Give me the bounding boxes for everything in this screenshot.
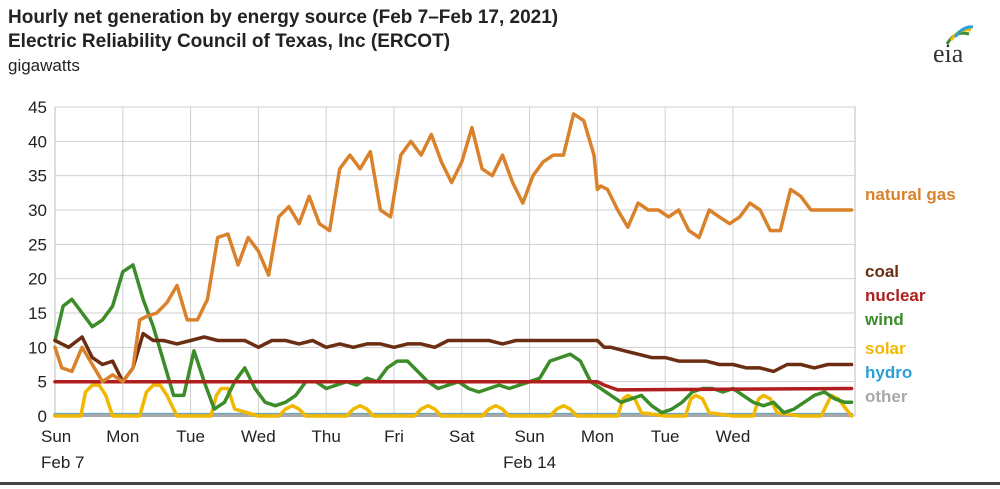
x-tick-label: Sun — [41, 427, 71, 446]
chart-subtitle: Electric Reliability Council of Texas, I… — [8, 31, 451, 52]
y-tick-label: 40 — [28, 132, 47, 151]
x-tick-label: Wed — [716, 427, 751, 446]
y-tick-label: 5 — [38, 373, 47, 392]
x-tick-sublabel: Feb 7 — [41, 453, 84, 472]
x-tick-label: Fri — [384, 427, 404, 446]
y-tick-label: 10 — [28, 338, 47, 357]
x-tick-sublabel: Feb 14 — [503, 453, 556, 472]
y-tick-label: 35 — [28, 167, 47, 186]
legend-label-hydro: hydro — [865, 363, 912, 382]
legend-label-wind: wind — [864, 310, 904, 329]
series-line-solar — [53, 383, 854, 418]
x-tick-label: Tue — [651, 427, 680, 446]
axis-layer: 0 5 10 15 20 25 30 35 40 45 Sun Feb 7 Mon Tue Wed Thu Fr… — [28, 98, 750, 472]
x-tick-label: Wed — [241, 427, 276, 446]
y-tick-label: 30 — [28, 201, 47, 220]
chart-title: Hourly net generation by energy source (… — [8, 7, 559, 28]
y-tick-label: 15 — [28, 304, 47, 323]
bottom-rule — [0, 482, 1000, 485]
legend-label-coal: coal — [865, 262, 899, 281]
legend-label-natural-gas: natural gas — [865, 185, 956, 204]
y-axis-unit-label: gigawatts — [8, 56, 80, 75]
series-layer — [53, 112, 854, 418]
x-tick-label: Sat — [449, 427, 475, 446]
eia-logo: eia — [933, 25, 974, 68]
eia-logo-wordmark: eia — [933, 39, 964, 68]
x-tick-label: Thu — [312, 427, 341, 446]
x-tick-label: Tue — [176, 427, 205, 446]
y-tick-label: 20 — [28, 270, 47, 289]
series-line-nuclear — [53, 379, 854, 392]
x-tick-label: Mon — [581, 427, 614, 446]
legend-label-other: other — [865, 387, 908, 406]
x-tick-label: Mon — [106, 427, 139, 446]
series-line-coal — [53, 331, 854, 384]
legend-layer: natural gas coal nuclear wind solar hydro othe… — [864, 185, 956, 406]
x-tick-label: Sun — [514, 427, 544, 446]
legend-label-solar: solar — [865, 339, 906, 358]
series-line-natural-gas — [53, 112, 854, 384]
y-tick-label: 0 — [38, 407, 47, 426]
legend-label-nuclear: nuclear — [865, 286, 926, 305]
y-tick-label: 25 — [28, 235, 47, 254]
eia-logo-arc-blue — [953, 25, 974, 38]
plot-frame — [54, 106, 856, 417]
grid-layer — [54, 106, 856, 417]
y-tick-label: 45 — [28, 98, 47, 117]
